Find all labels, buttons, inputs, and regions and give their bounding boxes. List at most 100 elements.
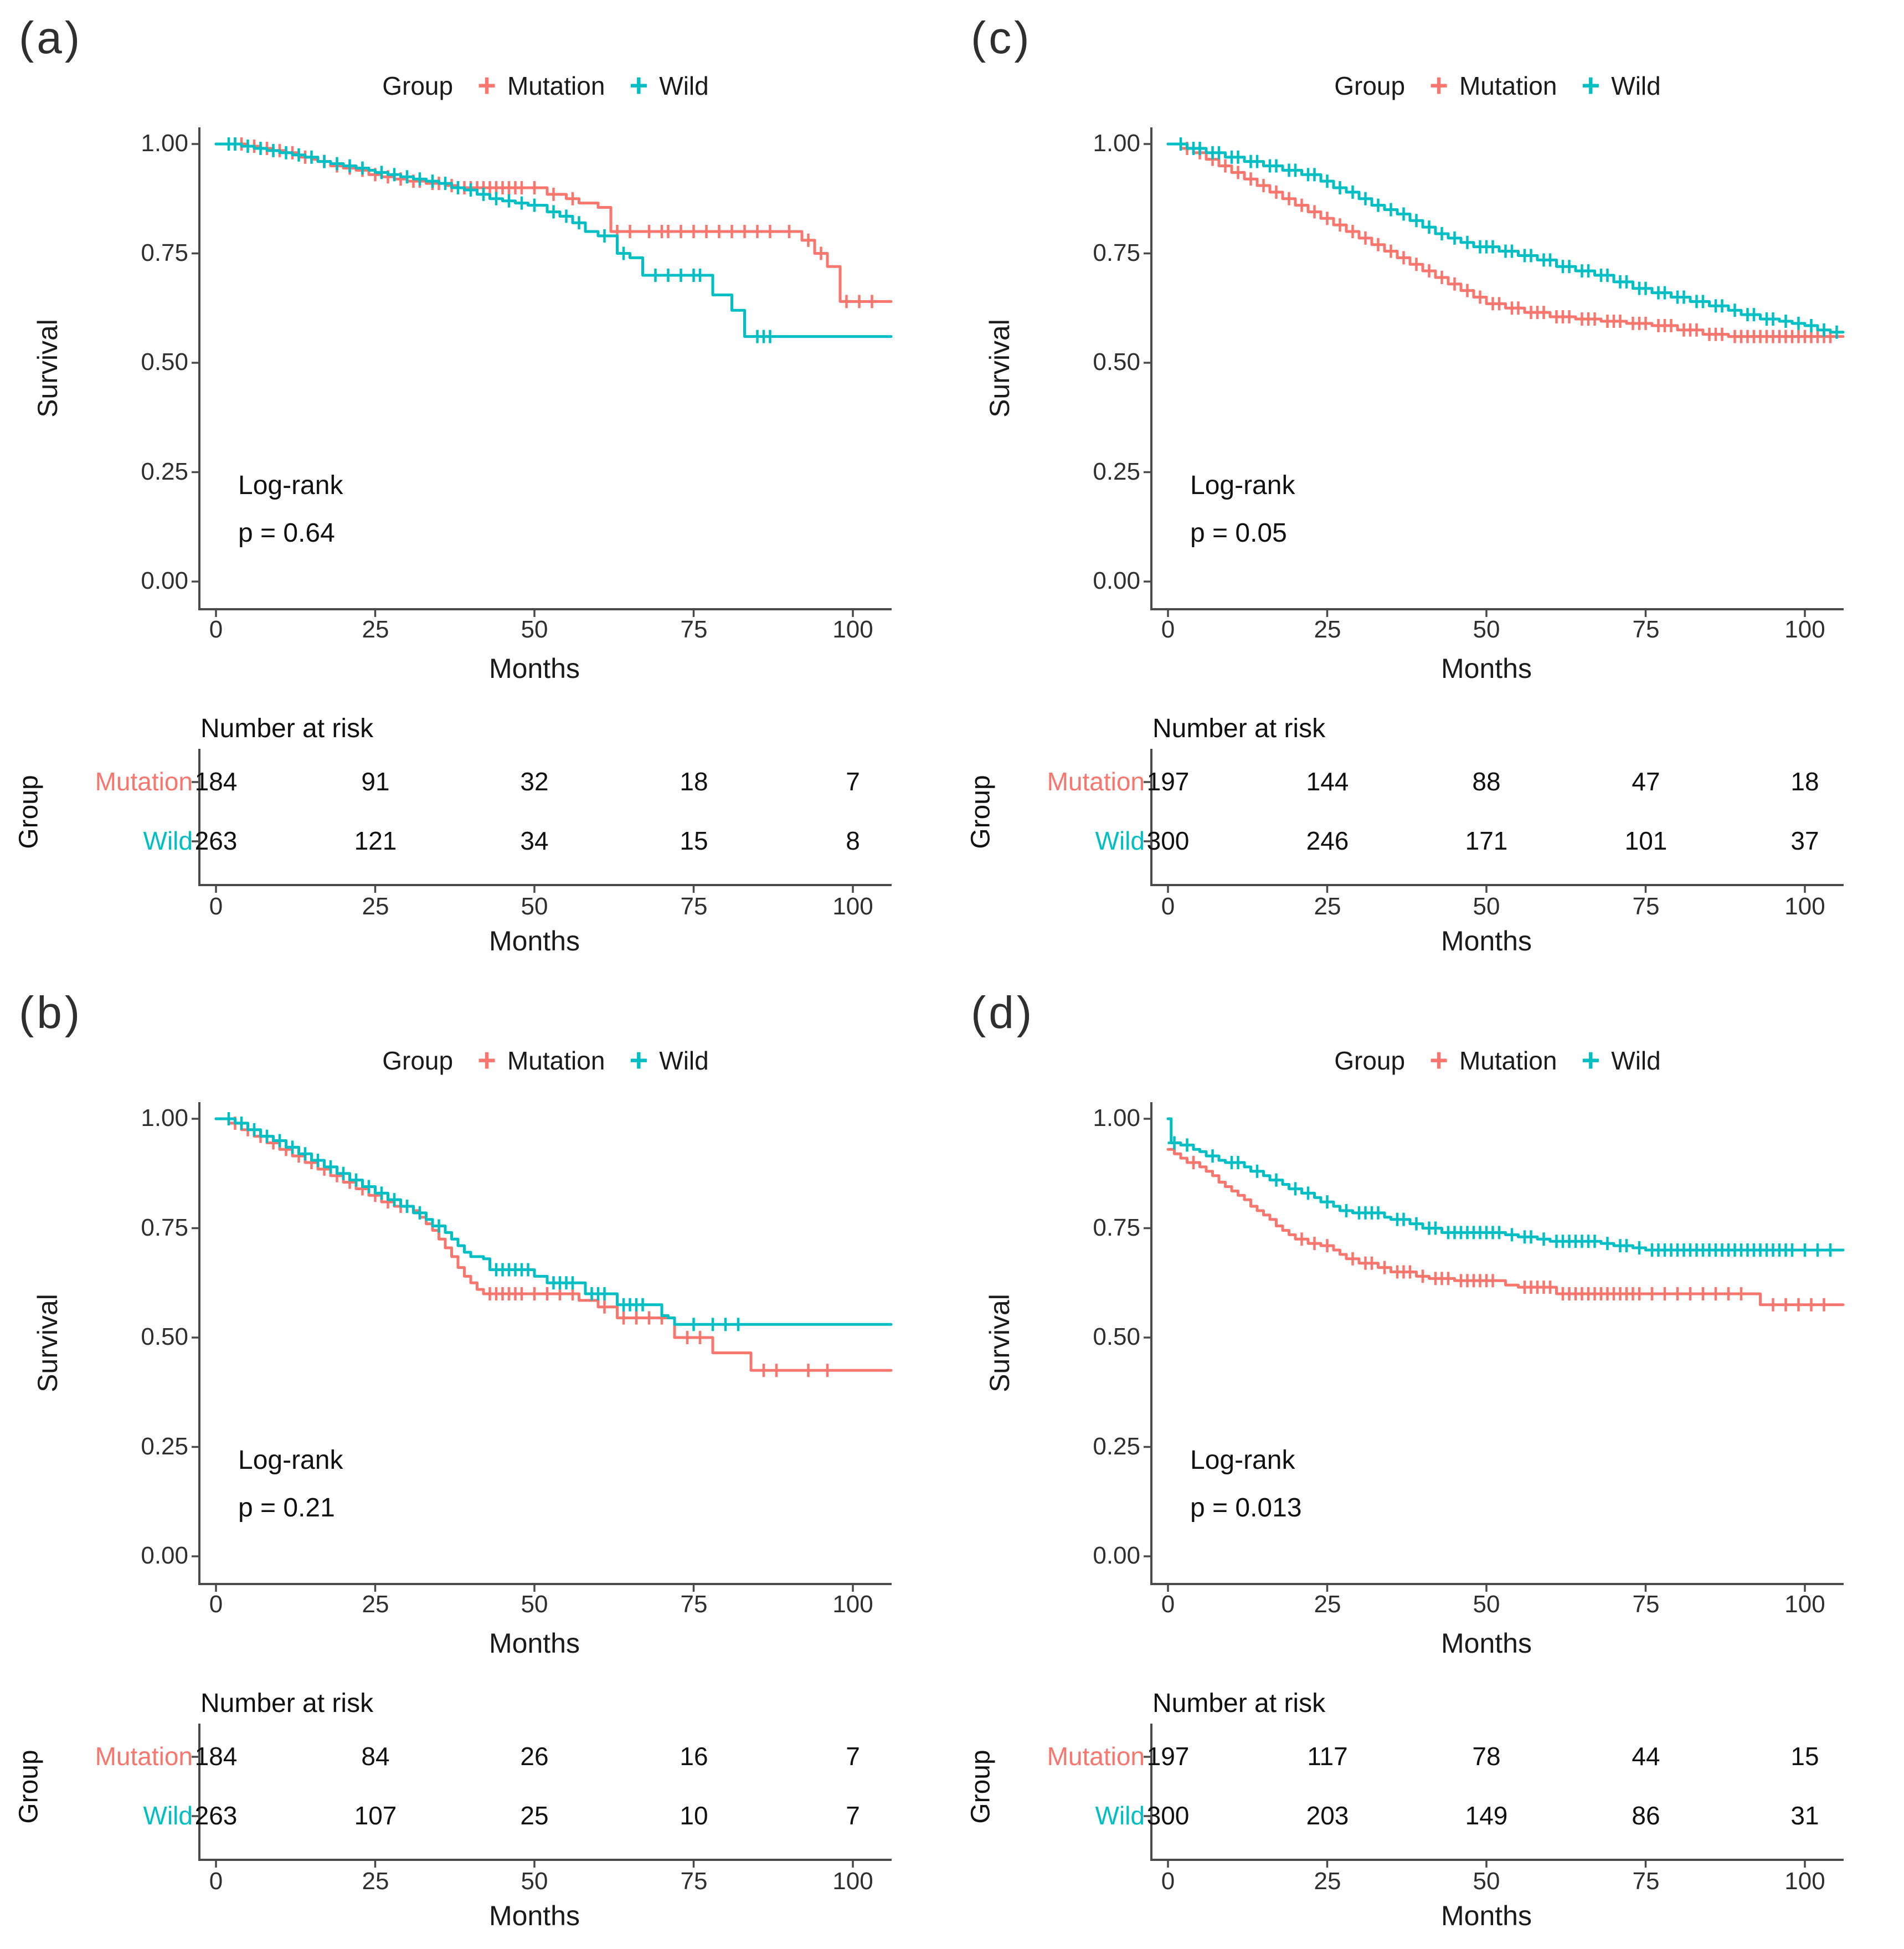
risk-x-tick-label: 75 [680, 893, 708, 920]
risk-x-tick-label: 75 [1632, 893, 1660, 920]
legend: Group + Mutation + Wild [1151, 1045, 1844, 1077]
legend-label-wild: Wild [1611, 1046, 1661, 1075]
panel-letter: (d) [971, 988, 1035, 1038]
risk-x-axis-title: Months [489, 925, 580, 956]
risk-x-tick-label: 25 [362, 893, 389, 920]
y-tick-label: 0.00 [141, 1542, 188, 1569]
risk-count: 88 [1472, 767, 1501, 796]
legend-label-mutation: Mutation [1459, 1046, 1557, 1075]
risk-x-tick-label: 50 [521, 1868, 548, 1895]
legend-label-mutation: Mutation [1459, 71, 1557, 100]
risk-row-label-mutation: Mutation [95, 1742, 193, 1771]
wild-censor-plus-icon: + [629, 1042, 649, 1078]
y-axis-title: Survival [984, 1294, 1015, 1392]
logrank-annotation: Log-rank p = 0.013 [1190, 1437, 1302, 1533]
risk-x-tick-label: 100 [1784, 1868, 1825, 1895]
panel-c: (c) Group + Mutation + Wild Survival 1.0… [952, 0, 1904, 975]
x-axis-title: Months [1441, 1628, 1532, 1659]
legend-item-wild: + Wild [629, 70, 708, 102]
y-tick-label: 0.25 [1093, 458, 1140, 485]
km-plot [192, 127, 893, 893]
legend-label-wild: Wild [1611, 71, 1661, 100]
risk-x-axis-title: Months [1441, 925, 1532, 956]
mutation-censor-plus-icon: + [1429, 68, 1448, 104]
x-tick-label: 75 [680, 1591, 708, 1618]
x-tick-label: 50 [1473, 616, 1500, 643]
risk-count: 7 [846, 1742, 860, 1771]
risk-x-tick-label: 50 [1473, 893, 1500, 920]
legend-item-wild: + Wild [1581, 1045, 1660, 1077]
risk-count: 32 [520, 767, 549, 796]
risk-count: 7 [846, 767, 860, 796]
y-axis-title: Survival [984, 319, 1015, 418]
logrank-pvalue: p = 0.64 [238, 518, 335, 548]
censor-marks-wild [222, 137, 777, 343]
risk-count: 149 [1465, 1801, 1508, 1830]
y-tick-label: 0.00 [141, 567, 188, 594]
risk-count: 15 [680, 826, 708, 855]
y-tick-label: 1.00 [1093, 130, 1140, 157]
risk-x-axis-title: Months [489, 1900, 580, 1931]
mutation-censor-plus-icon: + [477, 1042, 496, 1078]
legend-title: Group [382, 1046, 454, 1075]
legend-item-mutation: + Mutation [477, 1045, 605, 1077]
risk-count: 300 [1146, 1801, 1190, 1830]
panel-letter: (a) [19, 13, 83, 63]
y-tick-label: 0.75 [1093, 1214, 1140, 1241]
risk-row-label-mutation: Mutation [1047, 1742, 1145, 1771]
panel-a: (a) Group + Mutation + Wild Survival 1.0… [0, 0, 952, 975]
km-curve-wild [1166, 1117, 1845, 1252]
legend-title: Group [1334, 71, 1406, 100]
y-axis-title: Survival [32, 319, 63, 418]
axes [1144, 127, 1844, 893]
logrank-label: Log-rank [238, 471, 343, 500]
legend-title: Group [382, 71, 454, 100]
risk-row-label-mutation: Mutation [1047, 767, 1145, 796]
x-tick-label: 50 [521, 616, 548, 643]
panel-letter: (c) [971, 13, 1032, 63]
risk-x-tick-label: 100 [1784, 893, 1825, 920]
risk-x-tick-label: 50 [521, 893, 548, 920]
mutation-censor-plus-icon: + [1429, 1042, 1448, 1078]
risk-count: 107 [354, 1801, 397, 1830]
risk-count: 86 [1632, 1801, 1660, 1830]
legend-item-mutation: + Mutation [1429, 70, 1557, 102]
legend: Group + Mutation + Wild [199, 1045, 892, 1077]
x-tick-label: 0 [1161, 1591, 1175, 1618]
risk-table-title: Number at risk [200, 714, 374, 743]
x-tick-label: 25 [362, 616, 389, 643]
x-tick-label: 0 [209, 1591, 223, 1618]
risk-count: 263 [194, 826, 238, 855]
logrank-pvalue: p = 0.21 [238, 1493, 335, 1523]
x-tick-label: 0 [209, 616, 223, 643]
x-tick-label: 50 [521, 1591, 548, 1618]
risk-table-title: Number at risk [200, 1689, 374, 1718]
legend-label-wild: Wild [659, 71, 709, 100]
x-tick-label: 100 [1784, 616, 1825, 643]
risk-count: 16 [680, 1742, 708, 1771]
y-tick-label: 0.50 [1093, 348, 1140, 376]
risk-count: 18 [1790, 767, 1819, 796]
risk-x-tick-label: 75 [680, 1868, 708, 1895]
y-tick-label: 1.00 [141, 130, 188, 157]
wild-censor-plus-icon: + [1581, 1042, 1601, 1078]
risk-count: 246 [1306, 826, 1349, 855]
panel-d: (d) Group + Mutation + Wild Survival 1.0… [952, 975, 1904, 1949]
logrank-annotation: Log-rank p = 0.05 [1190, 462, 1295, 558]
risk-x-tick-label: 25 [362, 1868, 389, 1895]
risk-x-axis-title: Months [1441, 1900, 1532, 1931]
mutation-censor-plus-icon: + [477, 68, 496, 104]
risk-count: 84 [361, 1742, 390, 1771]
y-tick-label: 0.50 [141, 348, 188, 376]
risk-count: 15 [1790, 1742, 1819, 1771]
censor-marks-wild [1174, 137, 1844, 339]
legend-item-wild: + Wild [629, 1045, 708, 1077]
legend-label-mutation: Mutation [507, 71, 605, 100]
km-curve-mutation [1166, 1148, 1845, 1307]
y-tick-label: 0.00 [1093, 567, 1140, 594]
logrank-annotation: Log-rank p = 0.21 [238, 1437, 343, 1533]
risk-row-label-wild: Wild [1095, 1801, 1145, 1830]
risk-count: 184 [194, 1742, 238, 1771]
logrank-label: Log-rank [1190, 471, 1295, 500]
